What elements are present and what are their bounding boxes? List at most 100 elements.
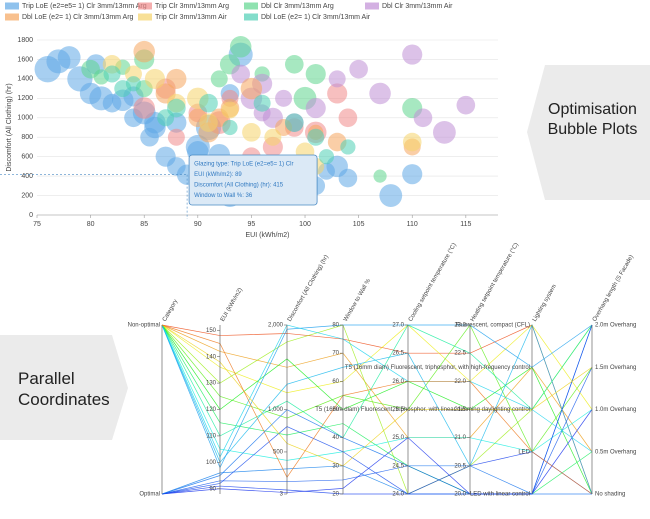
record-line xyxy=(161,324,593,495)
bubble xyxy=(307,128,325,146)
bubble xyxy=(402,132,422,152)
bubble xyxy=(242,123,261,142)
bubble xyxy=(133,40,155,63)
bubble xyxy=(338,108,358,128)
bubble xyxy=(305,63,326,85)
legend-label: Dbl Clr 3mm/13mm Arg xyxy=(261,3,334,10)
bubble xyxy=(167,128,185,146)
record-line xyxy=(161,451,593,495)
category-label: LED with linear control xyxy=(470,492,530,498)
tick-label: 22.0 xyxy=(454,379,466,385)
bubble xyxy=(275,89,293,107)
tooltip-text: Discomfort (All Clothing) (hr): 415 xyxy=(194,183,284,189)
tick-label: 20.0 xyxy=(454,492,466,498)
tick-label: 30 xyxy=(332,463,339,469)
tick-label: 20.5 xyxy=(454,463,466,469)
tick-label: 500 xyxy=(273,450,284,456)
tick-label: 24.5 xyxy=(392,463,404,469)
tick-label: 40 xyxy=(332,435,339,441)
record-line xyxy=(161,324,593,495)
y-axis-label: Discomfort (All Clothing) (hr) xyxy=(6,83,13,171)
tick-label: 150 xyxy=(206,328,217,334)
category-label: Optimal xyxy=(139,492,160,498)
y-tick-label: 1800 xyxy=(17,37,33,44)
axis-title: Lighting system xyxy=(532,284,558,323)
axis-title: Category xyxy=(162,299,179,323)
x-axis-label: EUI (kWh/m2) xyxy=(246,232,290,239)
bubble xyxy=(222,119,238,136)
record-line xyxy=(161,324,593,495)
y-tick-label: 1600 xyxy=(17,56,33,63)
y-tick-label: 1000 xyxy=(17,115,33,122)
tick-label: 60 xyxy=(332,379,339,385)
y-tick-label: 200 xyxy=(21,192,33,199)
axis-title: Discomfort (All Clothing) (hr) xyxy=(287,254,330,323)
side-arrow xyxy=(0,335,128,440)
tick-label: 23.0 xyxy=(454,323,466,329)
x-tick-label: 80 xyxy=(87,221,95,228)
record-line xyxy=(161,324,593,467)
bubble xyxy=(210,70,228,88)
tick-label: 25.0 xyxy=(392,435,404,441)
tick-label: 1,000 xyxy=(268,407,284,413)
bubble xyxy=(166,68,187,89)
legend-label: Trip LoE (e2=e5= 1) Clr 3mm/13mm Arg xyxy=(22,3,147,10)
bubble xyxy=(373,169,387,183)
bubble xyxy=(349,59,368,79)
x-tick-label: 95 xyxy=(248,221,256,228)
x-tick-label: 115 xyxy=(460,221,471,228)
tick-label: 20 xyxy=(332,492,339,498)
x-tick-label: 100 xyxy=(299,221,311,228)
side-arrow xyxy=(527,65,650,200)
record-line xyxy=(161,409,592,495)
legend-label: Dbl LoE (e2= 1) Clr 3mm/13mm Air xyxy=(261,14,371,21)
legend-swatch xyxy=(138,13,152,21)
record-line xyxy=(161,324,593,495)
tick-label: 90 xyxy=(209,486,216,492)
tick-label: 24.0 xyxy=(392,492,404,498)
bubble xyxy=(402,44,423,65)
y-tick-label: 1400 xyxy=(17,76,33,83)
category-label: 1.0m Overhang xyxy=(595,407,636,413)
record-line xyxy=(161,324,593,439)
legend-swatch xyxy=(5,2,19,10)
category-label: 1.5m Overhang xyxy=(595,365,636,371)
record-line xyxy=(161,324,593,453)
tick-label: 70 xyxy=(332,351,339,357)
tick-label: 26.5 xyxy=(392,351,404,357)
tick-label: 22.5 xyxy=(454,351,466,357)
bubble xyxy=(432,120,456,144)
record-line xyxy=(161,324,593,458)
record-line xyxy=(161,324,593,410)
tooltip-box xyxy=(188,154,318,206)
record-line xyxy=(161,324,593,461)
tick-label: 2,000 xyxy=(268,323,284,329)
x-tick-label: 105 xyxy=(353,221,365,228)
bubble xyxy=(379,184,403,207)
legend-swatch xyxy=(138,2,152,10)
category-label: T5 (16mm diam) Fluorescent, triphosphor,… xyxy=(315,407,530,413)
tick-label: 21.0 xyxy=(454,435,466,441)
bubble xyxy=(338,168,358,188)
side-label: Optimisation Bubble Plots xyxy=(547,101,638,138)
tick-label: 140 xyxy=(206,354,217,360)
axis-title: Heating setpoint temperature (°C) xyxy=(470,242,520,323)
y-tick-label: 800 xyxy=(21,134,33,141)
bubble xyxy=(413,108,433,128)
category-label: Non-optimal xyxy=(128,323,160,329)
x-tick-label: 90 xyxy=(194,221,202,228)
legend-label: Dbl LoE (e2= 1) Clr 3mm/13mm Arg xyxy=(22,14,134,21)
legend-swatch xyxy=(244,13,258,21)
category-label: 0.5m Overhang xyxy=(595,449,636,455)
axis-title: Window to Wall % xyxy=(343,278,373,323)
bubble xyxy=(284,54,304,74)
bubble xyxy=(231,64,251,84)
x-tick-label: 110 xyxy=(407,221,418,228)
bubble xyxy=(240,77,263,100)
tick-label: 27.0 xyxy=(392,323,404,329)
tick-label: 110 xyxy=(206,433,216,439)
tick-label: 50 xyxy=(332,407,339,413)
category-label: LED xyxy=(518,449,530,455)
y-tick-label: 400 xyxy=(21,173,33,180)
